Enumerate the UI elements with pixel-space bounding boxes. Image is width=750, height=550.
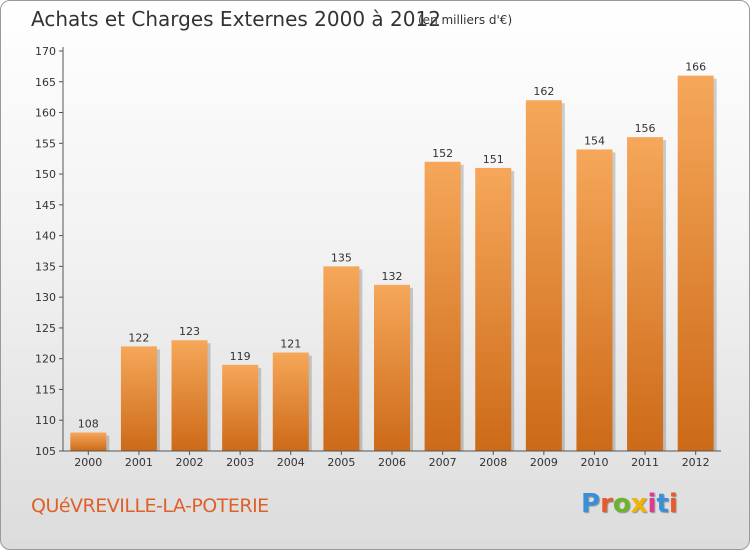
bar-2005 — [323, 266, 360, 451]
x-tick-label: 2010 — [580, 456, 608, 469]
y-tick-label: 120 — [35, 353, 56, 366]
x-tick-label: 2006 — [378, 456, 406, 469]
bar-2011 — [627, 137, 664, 451]
y-tick-label: 125 — [35, 322, 56, 335]
y-tick-label: 155 — [35, 137, 56, 150]
bar-2009 — [525, 100, 562, 451]
x-tick-label: 2004 — [277, 456, 305, 469]
bar-2001 — [120, 346, 157, 451]
chart-title: Achats et Charges Externes 2000 à 2012 — [31, 7, 441, 31]
logo-letter: o — [612, 489, 631, 519]
bar-2004 — [272, 352, 309, 451]
y-tick-label: 135 — [35, 260, 56, 273]
x-tick-label: 2003 — [226, 456, 254, 469]
logo-letter: t — [656, 489, 669, 519]
logo-letter: x — [630, 489, 648, 519]
x-tick-label: 2008 — [479, 456, 507, 469]
bar-value-label: 123 — [179, 325, 200, 338]
y-tick-label: 160 — [35, 107, 56, 120]
bar-value-label: 156 — [635, 122, 656, 135]
bar-2003 — [222, 364, 259, 451]
proxiti-logo: Proxiti — [581, 489, 678, 519]
bar-2002 — [171, 340, 208, 451]
bar-2006 — [374, 284, 410, 451]
x-tick-label: 2001 — [125, 456, 153, 469]
bar-value-label: 151 — [483, 153, 504, 166]
x-tick-label: 2002 — [176, 456, 204, 469]
bar-value-label: 166 — [685, 61, 706, 74]
y-tick-label: 105 — [35, 445, 56, 458]
x-tick-label: 2009 — [530, 456, 558, 469]
bar-value-label: 122 — [128, 331, 149, 344]
bar-value-label: 154 — [584, 134, 605, 147]
x-tick-label: 2007 — [429, 456, 457, 469]
x-tick-label: 2000 — [74, 456, 102, 469]
bar-2007 — [424, 161, 461, 451]
x-tick-label: 2005 — [327, 456, 355, 469]
bar-value-label: 162 — [533, 85, 554, 98]
y-tick-label: 110 — [35, 414, 56, 427]
bar-2000 — [70, 432, 107, 451]
logo-letter: i — [647, 489, 657, 519]
logo-letter: P — [581, 489, 601, 519]
bar-2010 — [576, 149, 613, 451]
y-tick-label: 145 — [35, 199, 56, 212]
y-tick-label: 140 — [35, 230, 56, 243]
y-tick-label: 170 — [35, 45, 56, 58]
bar-value-label: 119 — [230, 350, 251, 363]
x-tick-label: 2011 — [631, 456, 659, 469]
bars-group: 108 122 123 119 121 135 132 152 151 162 154 156 166 — [70, 61, 717, 451]
bar-value-label: 135 — [331, 251, 352, 264]
logo-letter: i — [668, 489, 678, 519]
bar-value-label: 121 — [280, 338, 301, 351]
bar-2008 — [475, 167, 512, 451]
y-tick-label: 150 — [35, 168, 56, 181]
bar-value-label: 132 — [382, 270, 403, 283]
axes-group: 2000 2001 2002 2003 2004 2005 2006 2007 2008 2009… — [35, 45, 721, 469]
chart-unit: (en milliers d'€) — [418, 13, 513, 27]
bar-value-label: 108 — [78, 418, 99, 431]
bar-value-label: 152 — [432, 147, 453, 160]
logo-letter: r — [600, 489, 613, 519]
y-tick-label: 115 — [35, 383, 56, 396]
bar-2012 — [677, 75, 714, 451]
x-tick-label: 2012 — [682, 456, 710, 469]
commune-name: QUéVREVILLE-LA-POTERIE — [31, 495, 269, 517]
y-tick-label: 165 — [35, 76, 56, 89]
y-tick-label: 130 — [35, 291, 56, 304]
